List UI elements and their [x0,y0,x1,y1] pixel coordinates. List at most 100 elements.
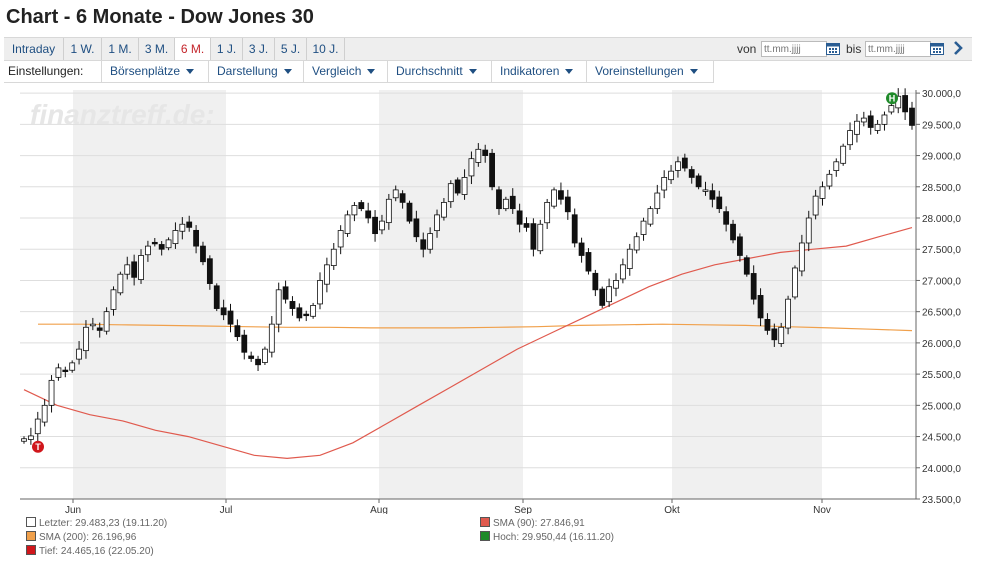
candle-body [833,161,840,171]
tab-10y[interactable]: 10 J. [307,38,345,60]
candle-body [89,323,96,327]
tab-3m[interactable]: 3 M. [139,38,175,60]
candle-body [558,190,564,200]
y-tick-label: 29.500,0 [922,120,961,131]
chevron-right-icon[interactable] [952,40,964,56]
candle-body [723,211,730,225]
candle [592,269,599,297]
candle-body [613,280,619,289]
legend-text: Tief: 24.465,16 (22.05.20) [39,546,154,557]
from-date-input[interactable] [761,41,827,57]
caret-down-icon [468,69,477,75]
menu-boersenplaetze[interactable]: Börsenplätze [101,60,209,82]
legend-swatch [26,545,36,555]
candle-body [282,286,289,300]
candle-body [69,362,76,371]
candle-body [688,169,695,178]
menu-durchschnitt[interactable]: Durchschnitt [388,60,492,82]
candle-body [551,189,557,207]
candle-body [675,161,681,171]
candle-body [544,201,551,224]
candle [826,169,833,190]
candle [213,283,220,312]
menu-indikatoren[interactable]: Indikatoren [492,60,587,82]
candle [771,323,778,347]
candle-body [379,220,385,231]
candle [619,258,626,284]
candle [571,208,578,248]
tab-3y[interactable]: 3 J. [243,38,275,60]
candle-body [330,248,337,266]
candle-body [564,196,571,213]
x-tick-label: Okt [664,505,680,514]
legend-text: SMA (200): 26.196,96 [39,532,137,543]
candle [537,219,544,255]
candle-body [805,217,812,244]
calendar-icon[interactable] [930,42,944,55]
tab-1m[interactable]: 1 M. [102,38,139,60]
candle-body [461,177,468,195]
y-tick-label: 24.500,0 [922,433,961,444]
candle [330,242,337,270]
candle [21,436,27,444]
candle-body [41,404,48,423]
candle [599,286,606,308]
candle [709,183,716,208]
calendar-icon[interactable] [826,42,840,55]
candle-body [860,117,867,123]
month-band [73,90,226,499]
candle-body [172,230,179,245]
candle-body [489,152,495,188]
candle-body [310,305,317,317]
candle [358,200,365,212]
candle [392,185,399,202]
menu-darstellung[interactable]: Darstellung [209,60,304,82]
candle-body [730,223,736,241]
candle [530,218,537,257]
candle-body [847,130,853,146]
tab-intraday[interactable]: Intraday [4,38,64,60]
candle-body [681,157,688,169]
settings-toolbar: Einstellungen: Börsenplätze Darstellung … [4,60,714,83]
candle [716,190,723,214]
candle-body [317,280,323,305]
candle-body [158,244,165,250]
candle-body [110,289,117,310]
candle [475,143,482,167]
candle [165,237,172,251]
candle-body [571,214,578,244]
price-chart: finanztreff.de: 30.000,0 29.500,0 29.000,0… [20,88,961,514]
tab-1y[interactable]: 1 J. [211,38,243,60]
candle-body [482,149,489,156]
menu-voreinstellungen[interactable]: Voreinstellungen [587,60,714,82]
from-label: von [737,42,757,56]
candle [179,217,186,240]
candle-body [413,218,420,238]
candle [489,148,495,191]
sma90-line [23,227,913,460]
settings-label: Einstellungen: [8,64,84,78]
candle-body [420,239,427,250]
candle [303,310,310,322]
to-date-input[interactable] [865,41,931,57]
candle-body [76,348,82,360]
x-tick-label: Sep [514,505,532,514]
tab-6m[interactable]: 6 M. [175,38,211,60]
tab-5y[interactable]: 5 J. [275,38,307,60]
candle-body [826,173,833,187]
menu-vergleich[interactable]: Vergleich [304,60,388,82]
candle-body [165,239,172,249]
candle-body [606,286,613,303]
candle-body [248,355,255,359]
candle [138,249,144,284]
legend-item: SMA (200): 26.196,96 [26,531,136,543]
candle [578,237,585,263]
candle [496,186,502,215]
candle-body [96,327,103,331]
y-tick-label: 28.000,0 [922,214,961,225]
candle [241,329,248,360]
candle-body [193,229,199,247]
candle-body [778,326,785,344]
tab-1w[interactable]: 1 W. [64,38,102,60]
candle-body [509,195,516,210]
